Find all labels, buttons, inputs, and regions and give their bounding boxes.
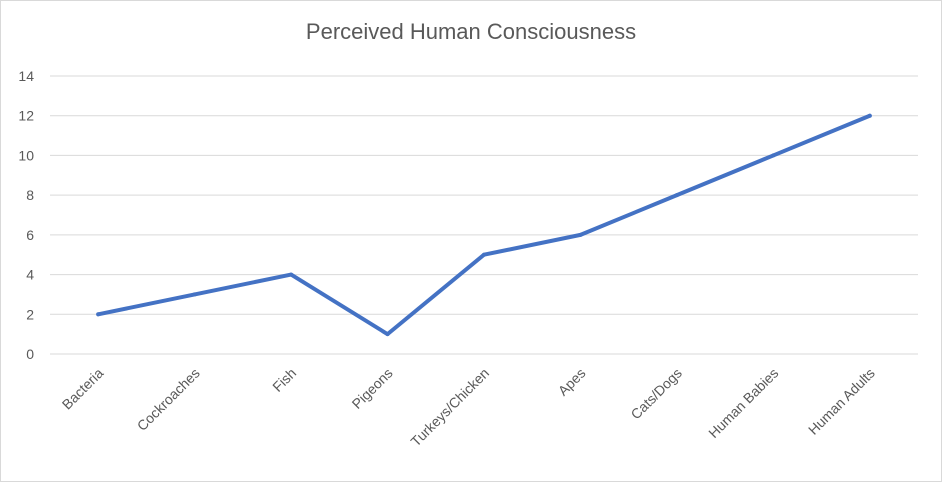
data-point [482, 252, 486, 257]
x-axis-ticks: Bacteria Cockroaches Fish Pigeons Turkeys/Ch… [59, 365, 878, 450]
data-point [96, 312, 101, 317]
x-tick-label: Cats/Dogs [627, 365, 685, 423]
gridlines [50, 75, 918, 355]
y-tick-label: 2 [26, 306, 34, 322]
series-group [96, 113, 872, 337]
data-point [385, 332, 390, 337]
x-tick-label: Apes [555, 365, 589, 399]
x-tick-label: Bacteria [59, 365, 107, 413]
y-tick-label: 4 [26, 267, 34, 283]
y-tick-label: 12 [18, 108, 34, 124]
y-tick-label: 10 [18, 147, 34, 163]
x-tick-label: Human Babies [705, 365, 781, 441]
y-tick-label: 8 [26, 187, 34, 203]
data-point [192, 292, 197, 297]
data-point [771, 153, 776, 158]
chart-title: Perceived Human Consciousness [305, 19, 637, 44]
series-line [96, 113, 872, 337]
x-tick-label: Cockroaches [134, 365, 203, 434]
data-point [578, 232, 583, 237]
y-axis-ticks: 0 2 4 6 8 10 12 14 [18, 68, 34, 362]
x-tick-label: Fish [269, 365, 299, 395]
y-tick-label: 0 [26, 346, 34, 362]
data-point [674, 193, 679, 198]
y-tick-label: 14 [18, 68, 34, 84]
data-point [289, 272, 294, 277]
x-tick-label: Turkeys/Chicken [407, 365, 492, 450]
x-tick-label: Human Adults [805, 365, 878, 438]
data-point [867, 113, 872, 118]
x-tick-label: Pigeons [349, 365, 396, 412]
y-tick-label: 6 [26, 227, 34, 243]
